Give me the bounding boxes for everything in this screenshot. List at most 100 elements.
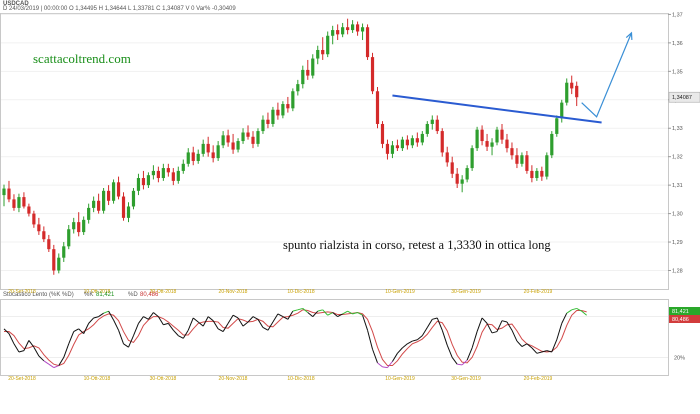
stoch-k-segment	[282, 316, 289, 320]
stoch-k-segment	[33, 346, 40, 357]
stoch-k-segment	[531, 347, 538, 354]
candle-body	[445, 152, 449, 163]
stoch-k-segment	[38, 355, 45, 362]
candle-body	[126, 206, 131, 218]
candle-body	[261, 119, 265, 132]
candle-body	[365, 27, 370, 58]
candle-body	[131, 190, 136, 207]
candle-body	[82, 219, 86, 233]
stoch-k-segment	[496, 320, 503, 332]
candle-body	[560, 102, 564, 119]
date-label: 30-Gen-2019	[451, 376, 481, 382]
candle-body	[12, 199, 16, 208]
legend-d-value: 80,486	[140, 292, 159, 298]
stoch-k-segment	[561, 312, 568, 324]
stoch-k-segment	[526, 343, 533, 349]
stoch-k-segment	[392, 353, 398, 362]
stoch-k-segment	[426, 319, 433, 328]
candle-body	[72, 222, 76, 230]
stoch-k-segment	[83, 323, 90, 334]
candle-body	[106, 190, 111, 201]
stoch-k-segment	[103, 310, 109, 314]
candle-body	[2, 188, 6, 196]
stoch-k-segment	[58, 357, 65, 366]
stoch-k-segment	[187, 317, 194, 331]
stoch-k-segment	[133, 323, 139, 336]
stoch-k-segment	[172, 329, 179, 336]
stoch-k-segment	[128, 335, 134, 348]
stoch-k-segment	[352, 312, 358, 315]
stoch-k-segment	[272, 313, 279, 323]
oscillator-value-label: 81,421	[672, 309, 689, 315]
candle-body	[460, 179, 464, 184]
stoch-k-segment	[148, 312, 154, 320]
candle-body	[151, 170, 155, 176]
candle-body	[530, 170, 534, 179]
stoch-k-segment	[377, 362, 383, 368]
stoch-k-segment	[157, 316, 164, 326]
candle-body	[306, 69, 310, 76]
candle-body	[111, 182, 116, 201]
stoch-k-segment	[73, 328, 79, 332]
candle-body	[375, 91, 380, 124]
stoch-k-segment	[511, 329, 518, 342]
stoch-k-segment	[277, 313, 284, 318]
candle-body	[480, 129, 484, 142]
stoch-k-segment	[367, 330, 374, 350]
stoch-k-segment	[322, 309, 329, 316]
stoch-k-segment	[242, 321, 249, 327]
candle-body	[27, 206, 31, 214]
stoch-k-segment	[397, 347, 403, 354]
oscillator-value-badge	[669, 315, 700, 323]
stoch-k-segment	[257, 319, 264, 328]
stoch-k-segment	[476, 317, 483, 332]
candle-body	[550, 133, 554, 156]
oscillator-panel-frame	[0, 299, 669, 376]
candle-body	[7, 188, 11, 200]
stoch-k-segment	[337, 313, 343, 318]
oscillator-date-axis: 20-Set-2018 10-Ott-2018 30-Ott-2018 20-Nov-…	[8, 376, 552, 382]
analysis-annotation: spunto rialzista in corso, retest a 1,33…	[283, 238, 551, 252]
stoch-k-segment	[342, 310, 348, 315]
oscillator-series: 20%	[1, 307, 685, 369]
candle-body	[435, 119, 439, 132]
stoch-k-segment	[88, 317, 95, 324]
candle-body	[87, 207, 91, 220]
price-tick-label: 1,35	[672, 69, 683, 75]
trendline	[392, 94, 602, 124]
candle-body	[161, 168, 165, 179]
candle-body	[42, 231, 46, 240]
stoch-k-segment	[317, 309, 323, 312]
candle-body	[57, 257, 61, 271]
stoch-k-segment	[98, 312, 104, 318]
candle-body	[425, 123, 429, 134]
stoch-k-segment	[252, 316, 259, 320]
candle-body	[166, 168, 170, 173]
stoch-k-segment	[421, 327, 428, 336]
date-label: 20-Feb-2019	[524, 289, 553, 295]
candle-body	[67, 229, 71, 247]
stoch-k-segment	[222, 323, 229, 332]
date-label: 20-Set-2018	[8, 376, 36, 382]
stoch-k-segment	[43, 360, 50, 365]
stoch-k-segment	[471, 331, 478, 349]
candle-body	[420, 133, 424, 143]
value-badges: 81,421 80,486	[669, 307, 700, 323]
stoch-k-segment	[217, 328, 224, 332]
stoch-k-segment	[8, 333, 15, 345]
legend-k-name: %K	[84, 292, 94, 298]
date-label: 20-Nov-2018	[219, 376, 248, 382]
oscillator-tick-label: 20%	[674, 355, 685, 361]
candlestick-series	[2, 18, 579, 275]
candle-body	[32, 213, 36, 225]
candle-body	[236, 141, 240, 150]
candle-body	[475, 129, 479, 149]
stoch-k-segment	[13, 343, 20, 353]
stoch-k-segment	[93, 316, 99, 319]
candle-body	[191, 152, 195, 161]
stoch-k-segment	[372, 349, 378, 364]
candle-body	[156, 170, 160, 179]
candle-body	[390, 145, 395, 154]
candle-body	[52, 249, 56, 271]
